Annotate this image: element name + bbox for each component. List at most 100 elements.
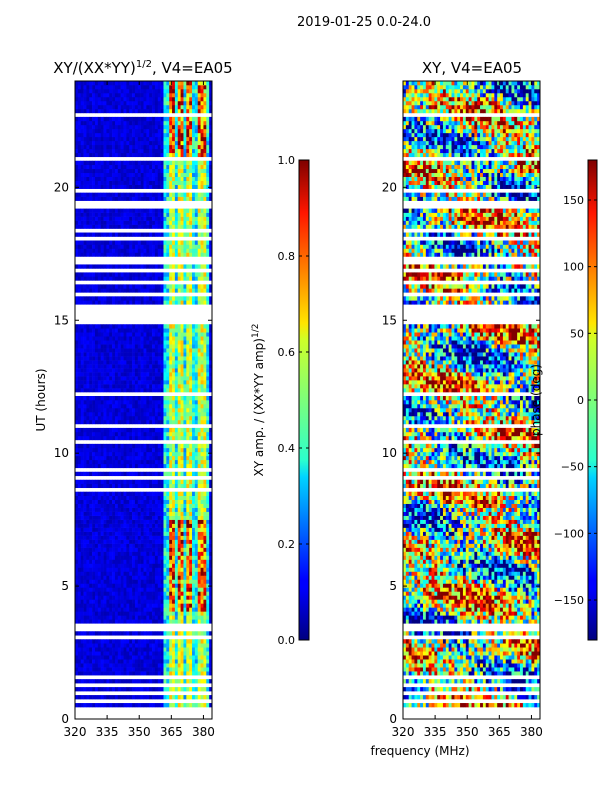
heatmap-cell [152, 244, 156, 249]
heatmap-cell [94, 288, 99, 293]
heatmap-cell [143, 543, 147, 548]
heatmap-cell [132, 252, 136, 257]
heatmap-cell [89, 415, 93, 421]
heatmap-cell [194, 340, 199, 345]
heatmap-cell [180, 631, 184, 636]
heatmap-cell [180, 435, 184, 441]
heatmap-cell [160, 415, 164, 421]
heatmap-cell [209, 483, 213, 489]
heatmap-cell [134, 663, 139, 668]
heatmap-cell [203, 615, 207, 620]
heatmap-cell [112, 483, 116, 489]
heatmap-cell [83, 435, 87, 441]
heatmap-cell [157, 276, 161, 281]
heatmap-cell [86, 360, 90, 365]
heatmap-cell [172, 527, 176, 532]
heatmap-cell [109, 531, 113, 536]
heatmap-cell [209, 603, 213, 608]
heatmap-cell [126, 212, 130, 217]
heatmap-cell [83, 300, 87, 305]
heatmap-cell [194, 344, 199, 349]
heatmap-cell [123, 527, 127, 532]
heatmap-cell [97, 535, 101, 540]
heatmap-cell [163, 272, 167, 277]
heatmap-cell [186, 579, 190, 584]
heatmap-cell [143, 244, 147, 249]
heatmap-cell [194, 451, 199, 457]
heatmap-cell [166, 511, 170, 516]
heatmap-cell [197, 499, 201, 504]
heatmap-cell [100, 216, 104, 221]
heatmap-cell [89, 651, 93, 656]
heatmap-cell [154, 495, 159, 500]
heatmap-cell [94, 244, 99, 249]
heatmap-cell [192, 340, 196, 345]
heatmap-cell [129, 443, 133, 449]
heatmap-cell [114, 671, 119, 676]
heatmap-cell [157, 539, 161, 544]
heatmap-cell [89, 607, 93, 612]
heatmap-cell [154, 547, 159, 552]
heatmap-cell [75, 324, 79, 329]
heatmap-cell [134, 679, 139, 684]
heatmap-cell [120, 587, 124, 592]
heatmap-cell [94, 224, 99, 229]
heatmap-cell [77, 332, 81, 337]
heatmap-cell [83, 667, 87, 672]
heatmap-cell [166, 248, 170, 253]
heatmap-cell [92, 328, 96, 333]
heatmap-cell [200, 523, 204, 528]
heatmap-cell [89, 703, 93, 708]
heatmap-cell [109, 655, 113, 660]
heatmap-cell [100, 431, 104, 437]
heatmap-cell [154, 659, 159, 664]
heatmap-cell [194, 403, 199, 409]
heatmap-cell [157, 356, 161, 361]
heatmap-cell [103, 208, 107, 213]
heatmap-cell [112, 471, 116, 477]
heatmap-cell [200, 555, 204, 560]
heatmap-cell [143, 284, 147, 289]
heatmap-cell [114, 631, 119, 636]
heatmap-cell [114, 663, 119, 668]
heatmap-cell [157, 619, 161, 624]
heatmap-cell [132, 567, 136, 572]
heatmap-cell [83, 599, 87, 604]
heatmap-cell [80, 567, 84, 572]
heatmap-cell [160, 639, 164, 644]
heatmap-cell [92, 364, 96, 369]
heatmap-cell [137, 687, 141, 692]
heatmap-cell [206, 352, 210, 357]
heatmap-cell [137, 563, 141, 568]
heatmap-cell [154, 344, 159, 349]
heatmap-cell [200, 368, 204, 373]
heatmap-cell [123, 455, 127, 461]
heatmap-cell [89, 324, 93, 329]
heatmap-cell [114, 695, 119, 700]
heatmap-cell [200, 455, 204, 461]
heatmap-cell [106, 603, 110, 608]
heatmap-cell [112, 356, 116, 361]
heatmap-cell [137, 575, 141, 580]
heatmap-cell [183, 535, 187, 540]
heatmap-cell [194, 196, 199, 201]
heatmap-cell [123, 579, 127, 584]
heatmap-cell [152, 543, 156, 548]
heatmap-cell [106, 328, 110, 333]
heatmap-cell [166, 643, 170, 648]
heatmap-cell [120, 400, 124, 405]
heatmap-cell [152, 483, 156, 489]
heatmap-cell [97, 611, 101, 616]
heatmap-cell [160, 196, 164, 201]
heatmap-cell [157, 376, 161, 381]
heatmap-cell [97, 655, 101, 660]
heatmap-cell [169, 479, 173, 485]
heatmap-cell [103, 340, 107, 345]
heatmap-cell [75, 611, 79, 616]
heatmap-cell [194, 479, 199, 485]
heatmap-cell [174, 651, 179, 656]
heatmap-cell [126, 603, 130, 608]
heatmap-cell [172, 272, 176, 277]
heatmap-cell [197, 455, 201, 461]
heatmap-cell [200, 384, 204, 389]
